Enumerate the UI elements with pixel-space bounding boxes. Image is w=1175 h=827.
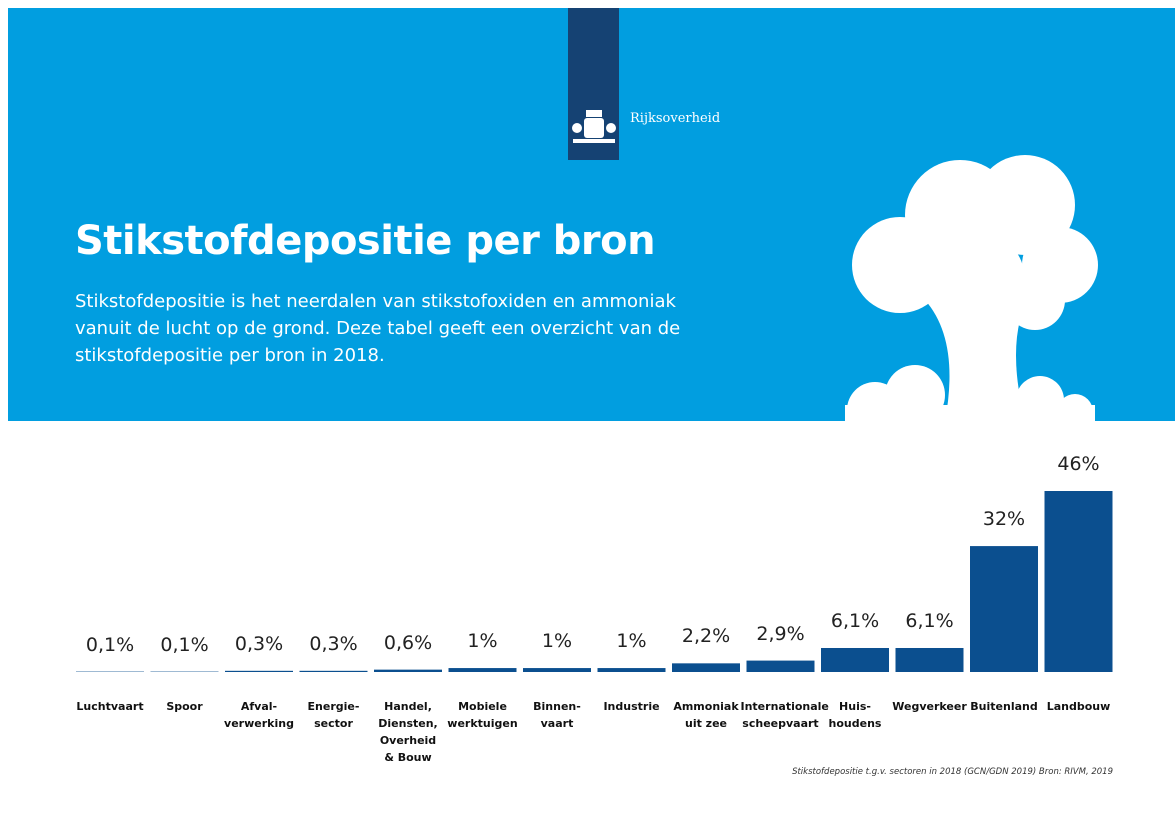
x-tick-label: Binnen- vaart (533, 700, 581, 730)
x-tick-label: Afval- verwerking (224, 700, 294, 730)
logo-text: Rijksoverheid (630, 111, 721, 126)
bar (672, 663, 740, 672)
value-label: 0,3% (309, 632, 358, 655)
bar (821, 647, 889, 672)
value-label: 0,6% (383, 631, 433, 654)
chart-subtitle: Stikstofdepositie is het neerdalen van s… (75, 291, 681, 366)
value-label: 46% (1057, 453, 1100, 475)
bar (597, 668, 666, 672)
value-label: 1% (616, 630, 647, 653)
value-label: 1% (541, 630, 573, 653)
bar (523, 668, 591, 672)
value-label: 1% (467, 630, 498, 653)
x-tick-label: Buitenland (970, 700, 1038, 713)
value-label: 2,2% (681, 625, 731, 648)
bar (225, 670, 293, 672)
value-label: 32% (982, 508, 1026, 531)
x-tick-label: Energie- sector (307, 700, 360, 730)
bar (1044, 491, 1113, 672)
bar (448, 668, 517, 672)
bar (374, 669, 442, 672)
bar (895, 647, 964, 672)
x-tick-label: Landbouw (1046, 700, 1111, 713)
x-tick-label: Huis- houdens (828, 700, 882, 730)
x-tick-label: Industrie (603, 700, 660, 713)
x-tick-label: Handel, Diensten, Overheid & Bouw (378, 700, 438, 764)
bar (299, 670, 368, 672)
value-label: 0,1% (85, 633, 135, 656)
value-label: 2,9% (756, 622, 805, 645)
value-label: 0,3% (234, 632, 284, 655)
source-note: Stikstofdepositie t.g.v. sectoren in 201… (792, 767, 1113, 777)
value-label: 6,1% (830, 609, 880, 632)
x-tick-label: Mobiele werktuigen (447, 700, 518, 730)
x-tick-label: Luchtvaart (76, 700, 144, 713)
tree-illustration (845, 155, 1098, 438)
bar (970, 546, 1038, 672)
chart-title: Stikstofdepositie per bron (75, 218, 656, 264)
x-tick-label: Spoor (166, 700, 203, 713)
value-label: 6,1% (905, 609, 954, 632)
value-label: 0,1% (160, 633, 209, 656)
bar (746, 660, 815, 672)
logo-emblem (572, 110, 616, 143)
x-tick-label: Ammoniak uit zee (673, 700, 739, 730)
x-tick-label: Internationale scheepvaart (740, 700, 829, 730)
x-tick-label: Wegverkeer (892, 700, 967, 713)
